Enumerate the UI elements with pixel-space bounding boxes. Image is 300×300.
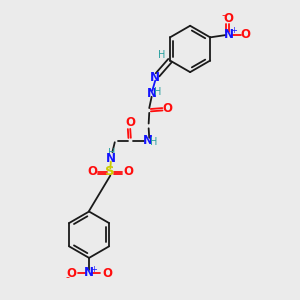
Text: O: O (125, 116, 135, 130)
Text: -: - (65, 272, 69, 282)
Text: N: N (106, 152, 116, 164)
Text: O: O (88, 166, 98, 178)
Text: -: - (222, 11, 226, 20)
Text: N: N (224, 28, 234, 41)
Text: +: + (230, 26, 237, 35)
Text: O: O (102, 267, 112, 280)
Text: N: N (150, 71, 160, 84)
Text: S: S (106, 166, 115, 178)
Text: H: H (154, 87, 162, 97)
Text: O: O (224, 12, 234, 26)
Text: N: N (147, 87, 157, 100)
Text: O: O (66, 267, 76, 280)
Text: N: N (143, 134, 153, 147)
Text: H: H (158, 50, 165, 60)
Text: O: O (240, 28, 250, 41)
Text: O: O (123, 166, 133, 178)
Text: +: + (90, 265, 97, 274)
Text: H: H (108, 148, 115, 158)
Text: N: N (84, 266, 94, 279)
Text: H: H (150, 137, 158, 147)
Text: O: O (163, 102, 173, 115)
